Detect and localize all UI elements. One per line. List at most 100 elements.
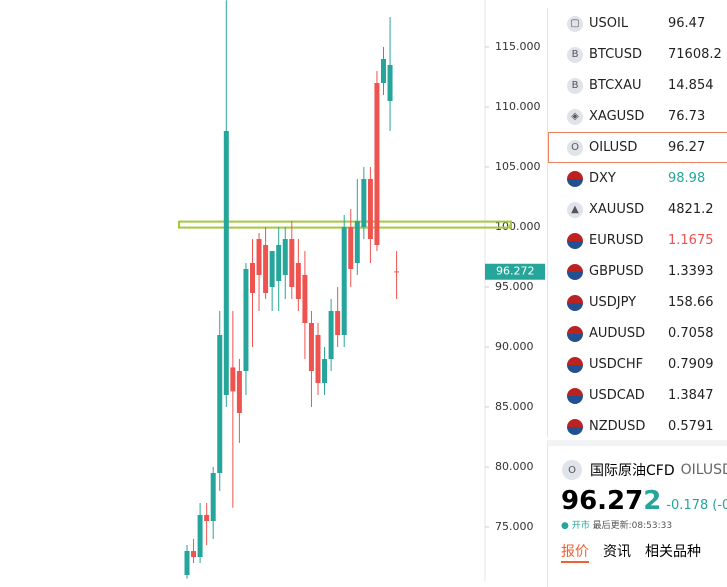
candle-body: [184, 551, 190, 575]
price: 158.66: [668, 295, 714, 310]
y-tick-label: 95.000: [495, 280, 534, 293]
candle-body: [374, 83, 380, 245]
watch-row[interactable]: B BTCXAU 14.854: [548, 70, 727, 101]
watch-row[interactable]: NZDUSD 0.5791: [548, 411, 727, 438]
candle-body: [315, 335, 321, 383]
symbol-icon: [567, 418, 583, 435]
price: 96.47: [668, 16, 706, 31]
watch-row[interactable]: B BTCUSD 71608.2: [548, 39, 727, 70]
candle-body: [335, 311, 341, 335]
symbol: NZDUSD: [589, 419, 646, 434]
candle-body: [361, 179, 367, 227]
tab[interactable]: 报价: [561, 541, 589, 563]
y-tick-label: 85.000: [495, 400, 534, 413]
symbol-icon: B: [567, 46, 583, 63]
candle-body: [230, 367, 236, 392]
price: 0.7909: [668, 357, 714, 372]
symbol-icon: [567, 356, 583, 373]
watch-row[interactable]: DXY 98.98: [548, 163, 727, 194]
candle-body: [387, 65, 393, 101]
detail-change-pct: (-0: [712, 498, 727, 513]
updated: 最后更新:08:53:33: [592, 521, 673, 531]
candle-body: [282, 239, 288, 275]
symbol: USDCHF: [589, 357, 644, 372]
symbol: DXY: [589, 171, 616, 186]
watch-row[interactable]: AUDUSD 0.7058: [548, 318, 727, 349]
watch-row[interactable]: USDCHF 0.7909: [548, 349, 727, 380]
candle-body: [276, 245, 282, 281]
price: 14.854: [668, 78, 714, 93]
price: 4821.2: [668, 202, 714, 217]
detail-change: -0.178: [666, 498, 709, 513]
symbol-icon: ◈: [567, 108, 583, 125]
symbol: AUDUSD: [589, 326, 646, 341]
watch-row[interactable]: O OILUSD 96.27: [548, 132, 727, 163]
candle-body: [328, 311, 334, 359]
candle-body: [191, 551, 197, 557]
symbol: BTCUSD: [589, 47, 642, 62]
y-tick-label: 90.000: [495, 340, 534, 353]
candle-body: [367, 179, 373, 239]
symbol-icon: [567, 170, 583, 187]
status: ● 开市: [561, 521, 590, 531]
price: 0.7058: [668, 326, 714, 341]
watch-row[interactable]: USDJPY 158.66: [548, 287, 727, 318]
candle-body: [197, 515, 203, 557]
symbol-icon: [567, 263, 583, 280]
candle-body: [322, 359, 328, 383]
symbol-icon: O: [567, 139, 583, 156]
watch-row[interactable]: ◈ XAGUSD 76.73: [548, 101, 727, 132]
candle-body: [269, 251, 275, 287]
watch-row[interactable]: USDCAD 1.3847: [548, 380, 727, 411]
symbol: EURUSD: [589, 233, 644, 248]
symbol: XAUUSD: [589, 202, 645, 217]
candle-body: [243, 269, 249, 371]
watchlist: ▢ USOIL 96.47 B BTCUSD 71608.2 B BTCXAU 14.854 ◈ X…: [547, 8, 727, 438]
tab[interactable]: 资讯: [603, 544, 631, 560]
candle-body: [394, 271, 400, 273]
price: 1.1675: [668, 233, 714, 248]
price: 96.27: [668, 140, 706, 155]
candle-body: [263, 245, 269, 293]
candle-body: [289, 239, 295, 287]
candle-body: [354, 221, 360, 263]
y-tick-label: 110.000: [495, 100, 541, 113]
price: 1.3393: [668, 264, 714, 279]
last-price-label: 96.272: [496, 265, 535, 278]
detail-price: 96.27: [561, 486, 644, 516]
price: 0.5791: [668, 419, 714, 434]
detail-symbol: OILUSD: [680, 462, 727, 478]
symbol-icon: ▢: [567, 15, 583, 32]
tab[interactable]: 相关品种: [645, 544, 701, 560]
watch-row[interactable]: ▲ XAUUSD 4821.2: [548, 194, 727, 225]
price: 1.3847: [668, 388, 714, 403]
watch-row[interactable]: EURUSD 1.1675: [548, 225, 727, 256]
detail-name: 国际原油CFD: [590, 463, 675, 479]
price: 76.73: [668, 109, 706, 124]
y-tick-label: 100.000: [495, 220, 541, 233]
watch-row[interactable]: GBPUSD 1.3393: [548, 256, 727, 287]
candle-body: [295, 263, 301, 299]
symbol: OILUSD: [589, 140, 638, 155]
candle-body: [348, 227, 354, 269]
symbol: BTCXAU: [589, 78, 642, 93]
candle-body: [250, 263, 255, 293]
watch-row[interactable]: ▢ USOIL 96.47: [548, 8, 727, 39]
price: 98.98: [668, 171, 706, 186]
y-tick-label: 115.000: [495, 40, 541, 53]
candle-body: [217, 335, 223, 473]
detail-panel: O 国际原油CFD OILUSD 96.272 -0.178 (-0 ● 开市 …: [547, 440, 727, 587]
candle-body: [236, 371, 242, 413]
symbol: XAGUSD: [589, 109, 645, 124]
y-tick-label: 80.000: [495, 460, 534, 473]
price: 71608.2: [668, 47, 722, 62]
symbol-icon: [567, 232, 583, 249]
candle-body: [302, 275, 308, 323]
y-tick-label: 105.000: [495, 160, 541, 173]
symbol-icon: B: [567, 77, 583, 94]
y-tick-label: 75.000: [495, 520, 534, 533]
candle-body: [308, 323, 314, 371]
candle-body: [210, 473, 216, 521]
candle-body: [256, 239, 262, 275]
